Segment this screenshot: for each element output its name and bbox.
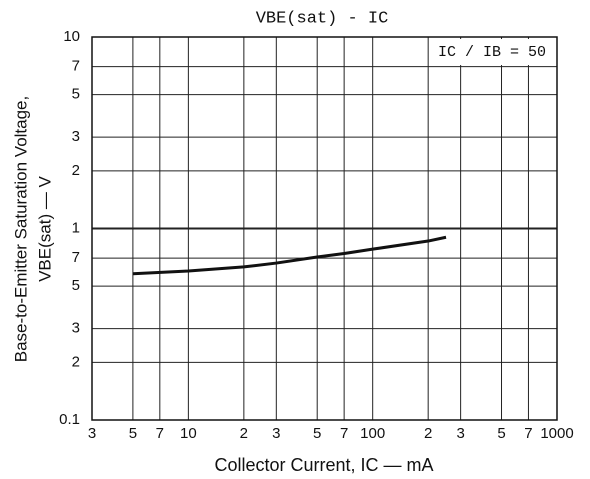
data-line xyxy=(132,235,447,276)
x-tick-label: 2 xyxy=(240,425,248,442)
x-tick-label: 7 xyxy=(340,425,348,442)
y-axis-label: Base-to-Emitter Saturation Voltage, xyxy=(11,96,30,362)
x-axis-label: Collector Current, IC — mA xyxy=(214,455,433,475)
x-tick-label: 3 xyxy=(272,425,280,442)
x-tick-label: 5 xyxy=(129,425,137,442)
y-tick-label: 2 xyxy=(72,162,80,179)
y-tick-label: 10 xyxy=(63,28,80,45)
y-tick-label: 1 xyxy=(72,219,80,236)
plot-frame xyxy=(91,36,558,421)
y-tick-label: 0.1 xyxy=(59,411,80,428)
annotation: IC / IB = 50 xyxy=(438,44,546,61)
y-tick-label: 7 xyxy=(72,249,80,266)
y-tick-label: 3 xyxy=(72,128,80,145)
y-tick-label: 5 xyxy=(72,277,80,294)
x-tick-label: 3 xyxy=(88,425,96,442)
x-tick-label: 2 xyxy=(424,425,432,442)
y-axis-label: VBE(sat) — V xyxy=(35,175,54,281)
x-tick-label: 3 xyxy=(456,425,464,442)
x-tick-label: 5 xyxy=(313,425,321,442)
y-tick-label: 7 xyxy=(72,58,80,75)
x-tick-label: 5 xyxy=(497,425,505,442)
x-tick-label: 10 xyxy=(180,425,197,442)
x-tick-label: 1000 xyxy=(540,425,573,442)
annotation-box xyxy=(430,39,555,65)
y-tick-label: 3 xyxy=(72,320,80,337)
x-tick-label: 7 xyxy=(524,425,532,442)
chart-title: VBE(sat) - IC xyxy=(256,9,389,28)
y-tick-label: 2 xyxy=(72,353,80,370)
x-tick-label: 7 xyxy=(156,425,164,442)
x-tick-label: 100 xyxy=(360,425,385,442)
y-tick-label: 5 xyxy=(72,86,80,103)
